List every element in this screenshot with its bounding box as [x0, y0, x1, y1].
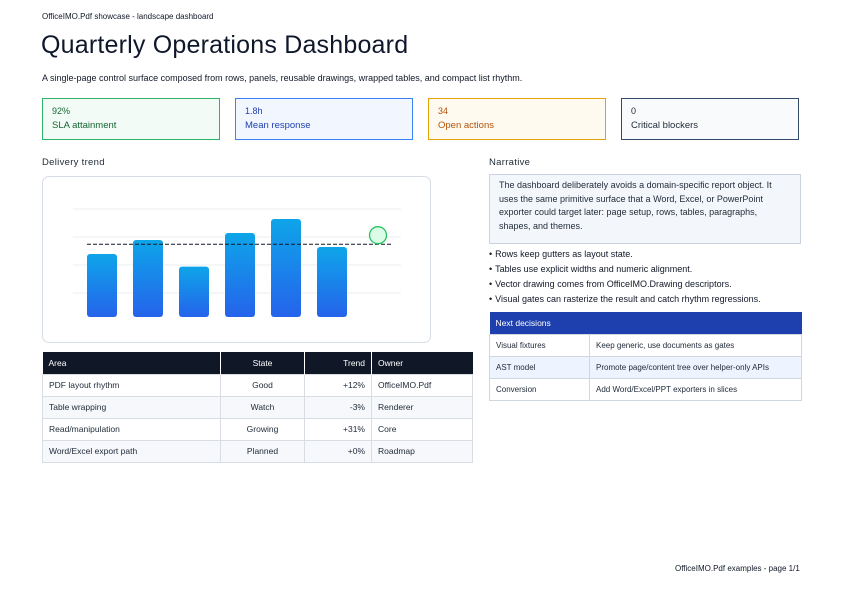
kpi-card-sla: 92% SLA attainment	[42, 98, 220, 140]
cell-owner: OfficeIMO.Pdf	[371, 373, 473, 397]
kpi-value: 92%	[52, 106, 71, 116]
next-decisions-table: Next decisions Visual fixtures Keep gene…	[489, 312, 802, 401]
column-header-owner: Owner	[371, 352, 473, 374]
cell-area: PDF layout rhythm	[42, 373, 221, 397]
page-subtitle: A single-page control surface composed f…	[42, 73, 523, 83]
document-header: OfficeIMO.Pdf showcase - landscape dashb…	[42, 12, 214, 21]
column-header-state: State	[220, 352, 305, 374]
cell-state: Watch	[220, 395, 305, 419]
trend-bar	[87, 254, 117, 317]
kpi-card-blockers: 0 Critical blockers	[621, 98, 799, 140]
kpi-label: SLA attainment	[52, 120, 117, 131]
table-header-row: Next decisions	[489, 312, 802, 334]
kpi-label: Open actions	[438, 120, 494, 131]
narrative-text: The dashboard deliberately avoids a doma…	[499, 180, 772, 231]
cell-area: Read/manipulation	[42, 417, 221, 441]
table-row: Conversion Add Word/Excel/PPT exporters …	[489, 377, 802, 401]
list-item: Tables use explicit widths and numeric a…	[489, 262, 761, 277]
kpi-card-actions: 34 Open actions	[428, 98, 606, 140]
trend-bar	[179, 266, 209, 317]
delivery-trend-heading: Delivery trend	[42, 157, 105, 168]
narrative-panel: The dashboard deliberately avoids a doma…	[489, 174, 801, 244]
cell-owner: Roadmap	[371, 439, 473, 463]
kpi-label: Critical blockers	[631, 120, 699, 131]
column-header-trend: Trend	[304, 352, 372, 374]
cell-area: Table wrapping	[42, 395, 221, 419]
cell-trend: +0%	[304, 439, 372, 463]
table-row: Table wrapping Watch -3% Renderer	[42, 395, 473, 419]
cell-topic: Conversion	[489, 377, 590, 401]
table-row: Visual fixtures Keep generic, use docume…	[489, 333, 802, 357]
narrative-heading: Narrative	[489, 157, 531, 168]
cell-state: Growing	[220, 417, 305, 441]
kpi-value: 0	[631, 106, 637, 116]
cell-decision: Add Word/Excel/PPT exporters in slices	[589, 377, 802, 401]
cell-owner: Core	[371, 417, 473, 441]
trend-bar	[271, 219, 301, 317]
delivery-trend-panel	[42, 176, 431, 343]
table-row: PDF layout rhythm Good +12% OfficeIMO.Pd…	[42, 373, 473, 397]
kpi-value: 34	[438, 106, 449, 116]
cell-decision: Promote page/content tree over helper-on…	[589, 355, 802, 379]
next-decisions-heading: Next decisions	[489, 312, 802, 334]
narrative-bullet-list: Rows keep gutters as layout state. Table…	[489, 247, 761, 307]
page-footer: OfficeIMO.Pdf examples - page 1/1	[675, 564, 800, 573]
list-item: Visual gates can rasterize the result an…	[489, 292, 760, 307]
table-row: Word/Excel export path Planned +0% Roadm…	[42, 439, 473, 463]
cell-state: Planned	[220, 439, 305, 463]
cell-trend: -3%	[304, 395, 372, 419]
area-status-table: Area State Trend Owner PDF layout rhythm…	[42, 352, 473, 463]
cell-decision: Keep generic, use documents as gates	[589, 333, 802, 357]
kpi-card-response: 1.8h Mean response	[235, 98, 413, 140]
cell-topic: AST model	[489, 355, 590, 379]
column-header-area: Area	[42, 352, 221, 374]
trend-bar	[317, 247, 347, 317]
trend-bar	[225, 233, 255, 317]
cell-area: Word/Excel export path	[42, 439, 221, 463]
table-header-row: Area State Trend Owner	[42, 352, 473, 374]
delivery-trend-drawing	[73, 208, 401, 317]
cell-topic: Visual fixtures	[489, 333, 590, 357]
list-item: Rows keep gutters as layout state.	[489, 247, 761, 262]
page-title: Quarterly Operations Dashboard	[41, 31, 409, 59]
cell-owner: Renderer	[371, 395, 473, 419]
table-row: Read/manipulation Growing +31% Core	[42, 417, 473, 441]
table-row: AST model Promote page/content tree over…	[489, 355, 802, 379]
cell-trend: +31%	[304, 417, 372, 441]
cell-trend: +12%	[304, 373, 372, 397]
kpi-value: 1.8h	[245, 106, 263, 116]
kpi-label: Mean response	[245, 120, 311, 131]
cell-state: Good	[220, 373, 305, 397]
trend-marker	[368, 226, 388, 245]
trend-bar	[133, 240, 163, 317]
list-item: Vector drawing comes from OfficeIMO.Draw…	[489, 277, 761, 292]
